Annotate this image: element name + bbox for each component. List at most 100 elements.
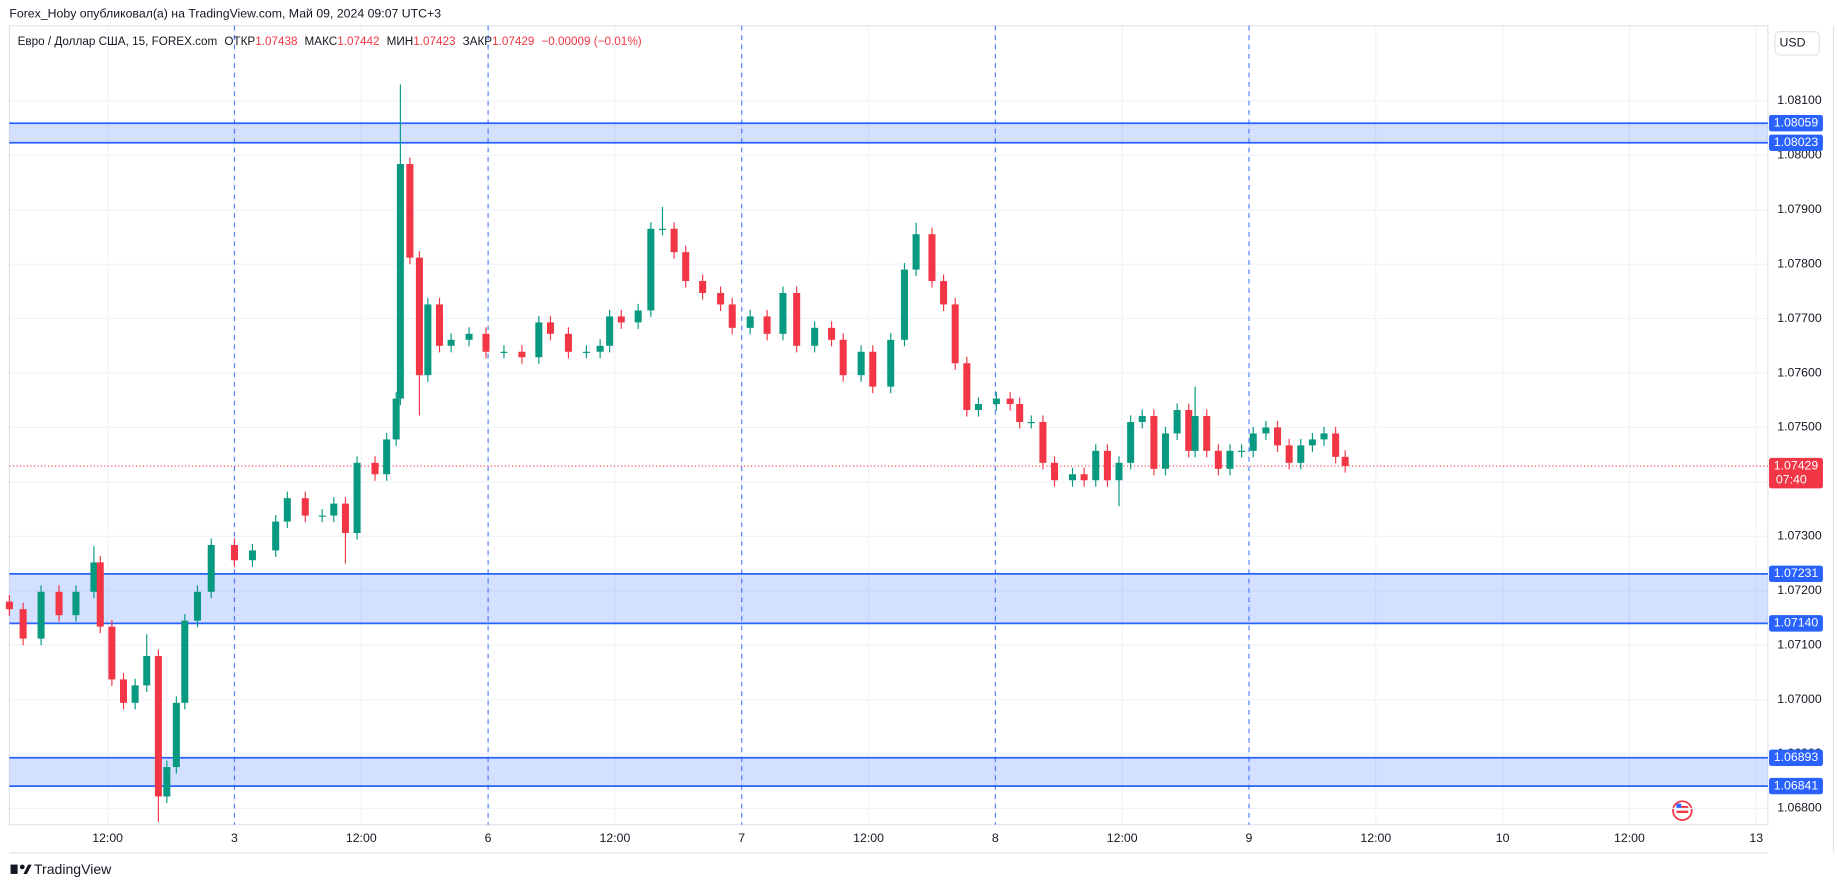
candle-body: [811, 327, 819, 346]
candle-body: [1103, 450, 1111, 481]
candle-body: [1039, 421, 1047, 463]
y-tick-label: 1.07300: [1777, 529, 1822, 543]
candle-body: [283, 498, 291, 522]
candle-body: [1185, 410, 1193, 451]
candle-body: [963, 363, 971, 411]
candle-body: [1341, 456, 1349, 467]
currency[interactable]: USD: [1779, 36, 1805, 50]
candle-body: [617, 316, 625, 323]
candle-body: [1262, 427, 1270, 434]
x-tick-label: 3: [231, 831, 238, 845]
candle-body: [72, 591, 80, 616]
y-tick-label: 1.08100: [1777, 93, 1822, 107]
candle-body: [96, 562, 104, 627]
zone: [9, 573, 1768, 624]
candle-body: [546, 322, 554, 334]
candles: [5, 84, 1349, 823]
candle-body: [193, 591, 201, 621]
candle-body: [717, 293, 725, 305]
x-tick-label: 12:00: [1360, 831, 1391, 845]
flag-stripe: [1676, 810, 1689, 814]
candle-body: [940, 281, 948, 305]
candle-body: [518, 351, 526, 358]
candle-body: [396, 164, 404, 399]
x-tick-label: 12:00: [92, 831, 123, 845]
y-tick-label: 1.07700: [1777, 311, 1822, 325]
logo-mark[interactable]: [23, 864, 32, 874]
candle-body: [634, 310, 642, 323]
candle-body: [341, 503, 349, 534]
zone-price-label: 1.08023: [1774, 135, 1819, 149]
candle-body: [746, 316, 754, 328]
candle-body: [392, 398, 400, 440]
candle-body: [482, 333, 490, 352]
candle-body: [1173, 410, 1181, 434]
flag-stripe: [1676, 805, 1689, 809]
y-tick-label: 1.07600: [1777, 365, 1822, 379]
candle-body: [1138, 416, 1146, 422]
legend: Евро / Доллар США, 15, FOREX.com ОТКР1.07…: [18, 35, 642, 48]
candle-body: [869, 351, 877, 387]
x-tick-label: 12:00: [1614, 831, 1645, 845]
candle-body: [900, 269, 908, 340]
candle-body: [406, 164, 414, 258]
candle-body: [154, 656, 162, 797]
y-tick-label: 1.07200: [1777, 583, 1822, 597]
candle-body: [371, 462, 379, 475]
zone-price-label: 1.07231: [1774, 566, 1819, 580]
candle-body: [699, 281, 707, 294]
y-tick-label: 1.07500: [1777, 420, 1822, 434]
y-tick-label: 1.07100: [1777, 637, 1822, 651]
candle-body: [1249, 433, 1257, 451]
candle-body: [108, 626, 116, 680]
candle-body: [1080, 474, 1088, 481]
candle-body: [1297, 445, 1305, 463]
zone-price-box: [1769, 565, 1823, 583]
brand[interactable]: TradingView: [34, 861, 112, 877]
legend-value: 1.07423: [413, 35, 455, 48]
x-tick-label: 12:00: [600, 831, 631, 845]
candle-body: [1274, 427, 1282, 446]
candle-body: [1016, 404, 1024, 422]
zone-price-box: [1769, 777, 1823, 795]
currency-button[interactable]: [1774, 31, 1821, 56]
legend-value: 1.07438: [255, 35, 297, 48]
header: Forex_Hoby опубликовал(а) на TradingView…: [9, 6, 441, 20]
brand-logo[interactable]: [10, 864, 32, 874]
zone-price-box: [1769, 134, 1823, 151]
legend-label: ОТКР: [224, 35, 255, 48]
zone-price-box: [1769, 615, 1823, 632]
candle-body: [19, 609, 27, 639]
logo-mark[interactable]: [19, 864, 25, 870]
candle-body: [1320, 433, 1328, 440]
candle-body: [670, 228, 678, 253]
candle-body: [1238, 450, 1246, 453]
candle-body: [424, 304, 432, 376]
candle-body: [435, 304, 444, 346]
candle-body: [1285, 445, 1293, 463]
candle-body: [887, 339, 895, 387]
candle-body: [582, 351, 590, 353]
zone-price-label: 1.08059: [1774, 115, 1819, 129]
flag-icon: [1672, 800, 1693, 821]
zone-price-label: 1.06893: [1774, 750, 1819, 764]
candle-body: [596, 345, 604, 352]
logo-mark[interactable]: [10, 864, 18, 874]
plot-frame: [8, 25, 1769, 826]
legend-value: 1.07442: [337, 35, 379, 48]
candle-body: [181, 620, 189, 703]
candle-body: [564, 333, 572, 352]
legend-label: МИН: [387, 35, 414, 48]
candle-body: [1214, 450, 1222, 469]
zone-price-label: 1.07140: [1774, 616, 1819, 630]
candle-body: [606, 316, 614, 346]
flag-canton: [1676, 803, 1682, 809]
candle-body: [383, 439, 391, 475]
candle-body: [1092, 450, 1100, 481]
candle-body: [1191, 416, 1199, 451]
candle-body: [839, 339, 847, 376]
y-tick-label: 1.08000: [1777, 148, 1822, 162]
candle-body: [119, 679, 128, 703]
legend-label: МАКС: [305, 35, 338, 48]
